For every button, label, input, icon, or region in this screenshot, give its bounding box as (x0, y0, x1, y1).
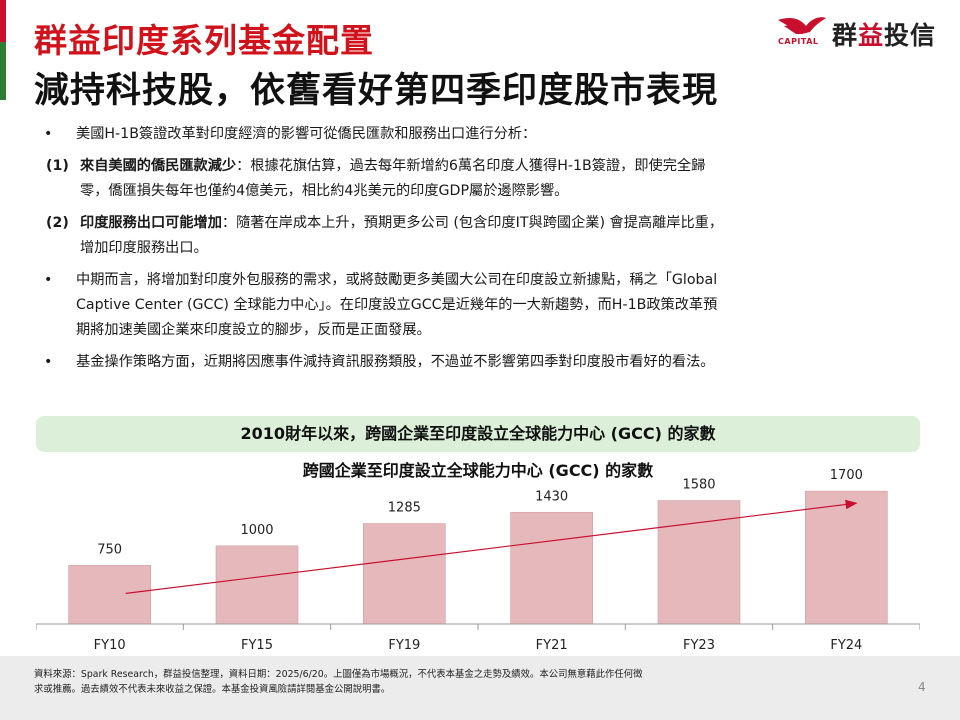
bar (657, 500, 741, 625)
x-tick-label: FY10 (94, 638, 126, 653)
page-title: 群益印度系列基金配置 (34, 21, 374, 60)
trend-arrow (125, 499, 858, 594)
logo-caption: CAPITAL (778, 37, 819, 46)
bar (510, 511, 593, 625)
logo-text: 群益投信 (832, 21, 937, 50)
bar (805, 490, 888, 625)
capital-bird-icon (778, 17, 826, 34)
item-number: (2) (46, 215, 69, 231)
data-label: 750 (97, 542, 122, 557)
numbered-item-1: (1) 來自美國的僑民匯款減少：根據花旗估算，過去每年新增約6萬名印度人獲得H-… (44, 154, 934, 204)
bullet-item: • 基金操作策略方面，近期將因應事件減持資訊服務類股，不過並不影響第四季對印度股… (44, 350, 934, 375)
bullet-dot: • (44, 126, 53, 142)
bar (68, 565, 151, 625)
x-tick-label: FY15 (241, 638, 273, 653)
item-heading: 印度服務出口可能增加 (80, 215, 222, 231)
bullet-dot: • (44, 354, 53, 370)
chart-svg: 跨國企業至印度設立全球能力中心 (GCC) 的家數 750 FY10 1000 FY15… (36, 461, 920, 653)
accent-bar-red (0, 0, 6, 42)
x-tick-label: FY21 (536, 638, 568, 653)
bullet-item: • 美國H-1B簽證改革對印度經濟的影響可從僑民匯款和服務出口進行分析： (44, 122, 934, 147)
page-number: 4 (918, 680, 926, 694)
data-label: 1285 (388, 501, 421, 516)
numbered-item-2: (2) 印度服務出口可能增加：隨著在岸成本上升，預期更多公司 (包含印度IT與跨… (44, 211, 934, 261)
bullet-dot: • (44, 272, 53, 288)
bullet-item: • 中期而言，將增加對印度外包服務的需求，或將鼓勵更多美國大公司在印度設立新據點… (44, 268, 934, 343)
x-tick-label: FY19 (388, 638, 420, 653)
gcc-bar-chart: 跨國企業至印度設立全球能力中心 (GCC) 的家數 750 FY10 1000 FY15… (36, 456, 920, 654)
chart-banner: 2010財年以來，跨國企業至印度設立全球能力中心 (GCC) 的家數 (36, 416, 920, 452)
data-label: 1700 (830, 468, 863, 483)
item-number: (1) (46, 158, 69, 174)
page-subtitle: 減持科技股，依舊看好第四季印度股市表現 (34, 71, 719, 111)
bar (215, 545, 299, 625)
footer-band (0, 656, 960, 720)
data-label: 1430 (535, 489, 568, 504)
bar (363, 523, 446, 625)
accent-bar-green (0, 42, 6, 100)
data-label: 1000 (240, 523, 273, 538)
company-logo: CAPITAL 群益投信 (776, 14, 946, 50)
chart-title: 跨國企業至印度設立全球能力中心 (GCC) 的家數 (303, 461, 653, 480)
disclaimer: 資料來源：Spark Research，群益投信整理，資料日期：2025/6/2… (34, 669, 643, 695)
bullet-list: • 美國H-1B簽證改革對印度經濟的影響可從僑民匯款和服務出口進行分析： (1)… (44, 122, 934, 375)
data-label: 1580 (682, 478, 715, 493)
x-tick-label: FY23 (683, 638, 715, 653)
x-tick-label: FY24 (830, 638, 862, 653)
item-heading: 來自美國的僑民匯款減少 (80, 158, 237, 174)
